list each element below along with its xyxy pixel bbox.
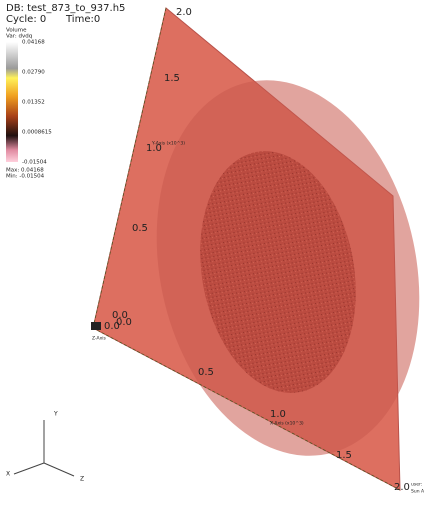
color-bar xyxy=(6,42,18,162)
time-label: Time:0 xyxy=(65,14,100,25)
legend-tick: 0.01352 xyxy=(22,100,45,106)
z-axis-title: Z-Axis xyxy=(92,336,107,342)
legend-tick: 0.02790 xyxy=(22,70,45,76)
triad-axis xyxy=(44,463,74,476)
origin-marker xyxy=(91,322,101,330)
legend-tick: 0.0008615 xyxy=(22,130,52,136)
x-tick-label: 0.5 xyxy=(198,367,214,378)
footer-date: Sun A xyxy=(411,489,425,495)
y-tick-label: 0.5 xyxy=(132,223,148,234)
y-tick-label: 2.0 xyxy=(176,7,192,18)
z-tick-label: 0.0 xyxy=(104,321,120,332)
footer-user: user: xyxy=(411,482,422,488)
triad-label: Y xyxy=(53,411,58,418)
triad-axis xyxy=(14,463,44,474)
x-tick-label: 1.5 xyxy=(336,450,352,461)
y-tick-label: 1.5 xyxy=(164,73,180,84)
legend-tick: 0.04168 xyxy=(22,40,45,46)
visualization-window: DB: test_873_to_937.h5 Cycle: 0 Time:0 V… xyxy=(0,0,433,507)
y-axis-title: Y-Axis (x10^3) xyxy=(151,141,185,147)
x-tick-label: 1.0 xyxy=(270,409,286,420)
triad-label: Z xyxy=(80,476,84,483)
x-axis-title: X-Axis (x10^3) xyxy=(270,421,304,427)
legend-min: Min: -0.01504 xyxy=(6,174,45,180)
x-tick-label: 2.0 xyxy=(394,482,410,493)
triad-label: X xyxy=(6,471,10,478)
db-label: DB: test_873_to_937.h5 xyxy=(6,3,125,14)
cycle-label: Cycle: 0 xyxy=(6,14,46,25)
legend-tick: -0.01504 xyxy=(22,160,47,166)
